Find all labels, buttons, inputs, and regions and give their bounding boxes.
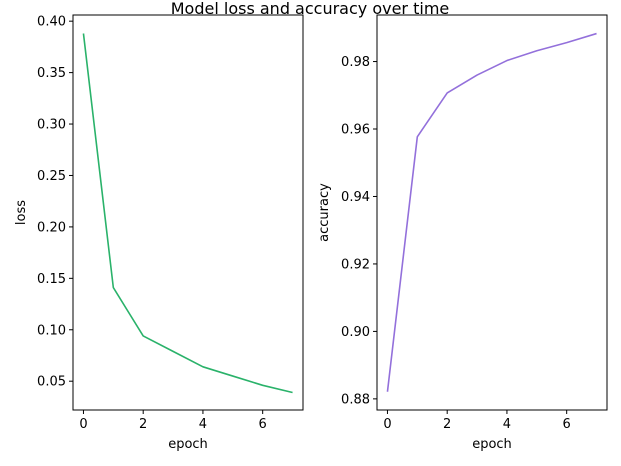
loss-y-tick-label: 0.25 <box>37 169 66 184</box>
accuracy-y-tick-label: 0.88 <box>341 392 370 407</box>
accuracy-y-tick-label: 0.94 <box>341 190 370 205</box>
loss-y-axis-label: loss <box>14 200 29 225</box>
loss-plot-frame <box>72 14 304 411</box>
loss-x-axis-label: epoch <box>168 437 208 452</box>
accuracy-y-tick-label: 0.92 <box>341 257 370 272</box>
accuracy-chart: 0 2 4 6 0.88 0.90 0.92 0.94 0.96 0.98 epoch accurac… <box>317 14 608 452</box>
loss-series-line <box>82 33 293 394</box>
loss-x-tick-label: 0 <box>79 417 87 432</box>
loss-y-tick-label: 0.35 <box>37 66 66 81</box>
loss-x-tick-label: 4 <box>199 417 207 432</box>
accuracy-y-axis-label: accuracy <box>317 183 332 242</box>
accuracy-x-tick-label: 0 <box>383 417 391 432</box>
loss-x-tick-label: 6 <box>259 417 267 432</box>
accuracy-x-axis-label: epoch <box>472 437 512 452</box>
accuracy-y-tick-label: 0.90 <box>341 325 370 340</box>
figure-title: Model loss and accuracy over time <box>171 0 450 18</box>
accuracy-y-tick-label: 0.98 <box>341 55 370 70</box>
loss-chart: 0 2 4 6 0.05 0.10 0.15 0.20 0.25 0.30 0.35 0.40 epoc… <box>14 14 304 452</box>
loss-x-tick-label: 2 <box>139 417 147 432</box>
loss-y-tick-label: 0.10 <box>37 323 66 338</box>
loss-y-tick-label: 0.05 <box>37 375 66 390</box>
accuracy-y-tick-label: 0.96 <box>341 123 370 138</box>
accuracy-x-tick-label: 4 <box>503 417 511 432</box>
loss-y-tick-label: 0.30 <box>37 118 66 133</box>
accuracy-plot-frame <box>376 14 608 411</box>
accuracy-x-tick-label: 6 <box>563 417 571 432</box>
accuracy-x-tick-label: 2 <box>443 417 451 432</box>
loss-y-tick-label: 0.20 <box>37 220 66 235</box>
loss-y-tick-label: 0.15 <box>37 272 66 287</box>
loss-y-tick-label: 0.40 <box>37 15 66 30</box>
accuracy-series-line <box>386 32 597 392</box>
